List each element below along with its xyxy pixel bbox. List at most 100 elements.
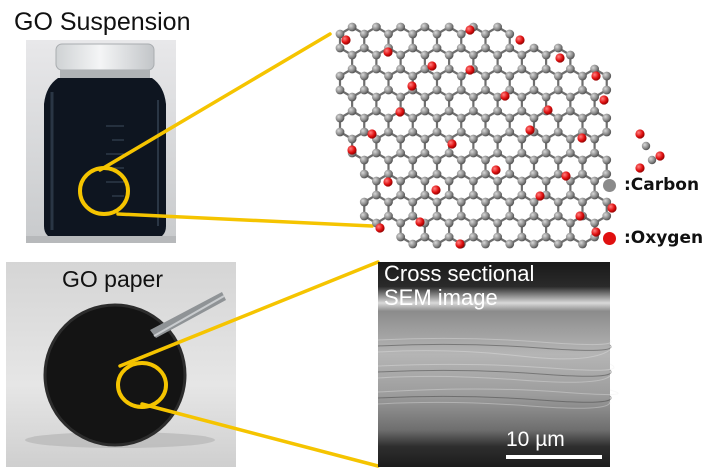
carbon-atom bbox=[420, 176, 430, 186]
carbon-atom bbox=[505, 211, 515, 221]
carbon-atom bbox=[468, 176, 478, 186]
carbon-atom bbox=[505, 29, 515, 39]
carbon-atom bbox=[371, 148, 381, 158]
carbon-atom bbox=[408, 211, 418, 221]
carbon-atom bbox=[553, 127, 563, 137]
carbon-atom bbox=[408, 29, 418, 39]
scale-bar bbox=[506, 455, 602, 459]
carbon-atom bbox=[456, 85, 466, 95]
carbon-atom bbox=[529, 197, 539, 207]
carbon-atom bbox=[396, 148, 406, 158]
carbon-atom bbox=[541, 134, 551, 144]
carbon-atom bbox=[602, 169, 612, 179]
carbon-atom bbox=[408, 155, 418, 165]
carbon-atom bbox=[493, 176, 503, 186]
oxygen-atom bbox=[465, 25, 475, 35]
carbon-atom bbox=[481, 85, 490, 95]
carbon-atom bbox=[347, 134, 357, 144]
carbon-atom bbox=[602, 155, 612, 165]
carbon-atom bbox=[359, 169, 369, 179]
carbon-atom bbox=[420, 190, 430, 200]
sem-image bbox=[377, 262, 619, 467]
carbon-atom bbox=[384, 211, 393, 221]
carbon-atom bbox=[505, 127, 515, 137]
carbon-atom bbox=[541, 50, 551, 60]
carbon-atom bbox=[517, 106, 527, 116]
carbon-atom bbox=[517, 134, 527, 144]
carbon-atom bbox=[420, 232, 430, 242]
scale-bar-label: 10 µm bbox=[506, 428, 565, 451]
carbon-atom bbox=[371, 92, 381, 102]
suspension-label: GO Suspension bbox=[14, 8, 191, 36]
carbon-atom bbox=[590, 134, 600, 144]
carbon-atom bbox=[432, 127, 442, 137]
carbon-atom bbox=[384, 169, 393, 179]
carbon-atom bbox=[481, 29, 490, 39]
carbon-atom bbox=[505, 43, 515, 53]
carbon-atom bbox=[468, 50, 478, 60]
carbon-atom bbox=[493, 50, 503, 60]
carbon-atom bbox=[432, 71, 442, 81]
carbon-atom bbox=[602, 71, 612, 81]
carbon-atom bbox=[541, 176, 551, 186]
oxygen-atom bbox=[599, 95, 609, 105]
oxygen-atom bbox=[500, 91, 510, 101]
carbon-atom bbox=[481, 211, 490, 221]
carbon-atom bbox=[578, 71, 587, 81]
carbon-atom bbox=[590, 190, 600, 200]
carbon-atom bbox=[371, 176, 381, 186]
carbon-atom bbox=[432, 211, 442, 221]
carbon-atom bbox=[565, 64, 575, 74]
carbon-atom bbox=[396, 232, 406, 242]
carbon-atom bbox=[553, 113, 563, 123]
carbon-atom bbox=[359, 197, 369, 207]
carbon-atom bbox=[420, 92, 430, 102]
carbon-atom bbox=[432, 85, 442, 95]
carbon-atom bbox=[371, 50, 381, 60]
carbon-atom bbox=[493, 22, 503, 32]
carbon-atom bbox=[420, 64, 430, 74]
carbon-atom bbox=[408, 127, 418, 137]
carbon-atom bbox=[553, 169, 563, 179]
oxygen-atom bbox=[555, 53, 565, 63]
carbon-atom bbox=[517, 64, 527, 74]
carbon-atom bbox=[565, 218, 575, 228]
carbon-atom bbox=[647, 155, 657, 165]
carbon-atom bbox=[408, 43, 418, 53]
carbon-atom bbox=[590, 106, 600, 116]
carbon-atom bbox=[396, 218, 406, 228]
carbon-atom bbox=[456, 155, 466, 165]
carbon-atom bbox=[456, 169, 466, 179]
carbon-atom bbox=[578, 113, 587, 123]
oxygen-atom bbox=[655, 151, 665, 161]
oxygen-atom bbox=[591, 227, 601, 237]
carbon-atom bbox=[481, 197, 490, 207]
carbon-atom bbox=[590, 148, 600, 158]
carbon-atom bbox=[347, 92, 357, 102]
carbon-atom bbox=[396, 176, 406, 186]
carbon-atom bbox=[565, 50, 575, 60]
oxygen-atom bbox=[635, 163, 645, 173]
carbon-atom bbox=[456, 211, 466, 221]
oxygen-atom bbox=[543, 105, 553, 115]
carbon-atom bbox=[541, 218, 551, 228]
carbon-atom bbox=[493, 148, 503, 158]
carbon-atom bbox=[529, 85, 539, 95]
carbon-atom bbox=[517, 190, 527, 200]
oxygen-atom bbox=[383, 47, 393, 57]
carbon-atom bbox=[481, 71, 490, 81]
carbon-atom bbox=[384, 127, 393, 137]
carbon-atom bbox=[565, 190, 575, 200]
oxygen-atom bbox=[535, 191, 545, 201]
oxygen-atom bbox=[415, 217, 425, 227]
carbon-atom bbox=[541, 64, 551, 74]
graphene-oxide-sheet bbox=[335, 22, 665, 249]
carbon-atom bbox=[432, 113, 442, 123]
oxygen-atom bbox=[635, 129, 645, 139]
carbon-atom bbox=[359, 211, 369, 221]
carbon-atom bbox=[578, 85, 587, 95]
carbon-atom bbox=[371, 190, 381, 200]
oxygen-atom bbox=[375, 223, 385, 233]
oxygen-atom bbox=[591, 71, 601, 81]
carbon-atom bbox=[493, 92, 503, 102]
